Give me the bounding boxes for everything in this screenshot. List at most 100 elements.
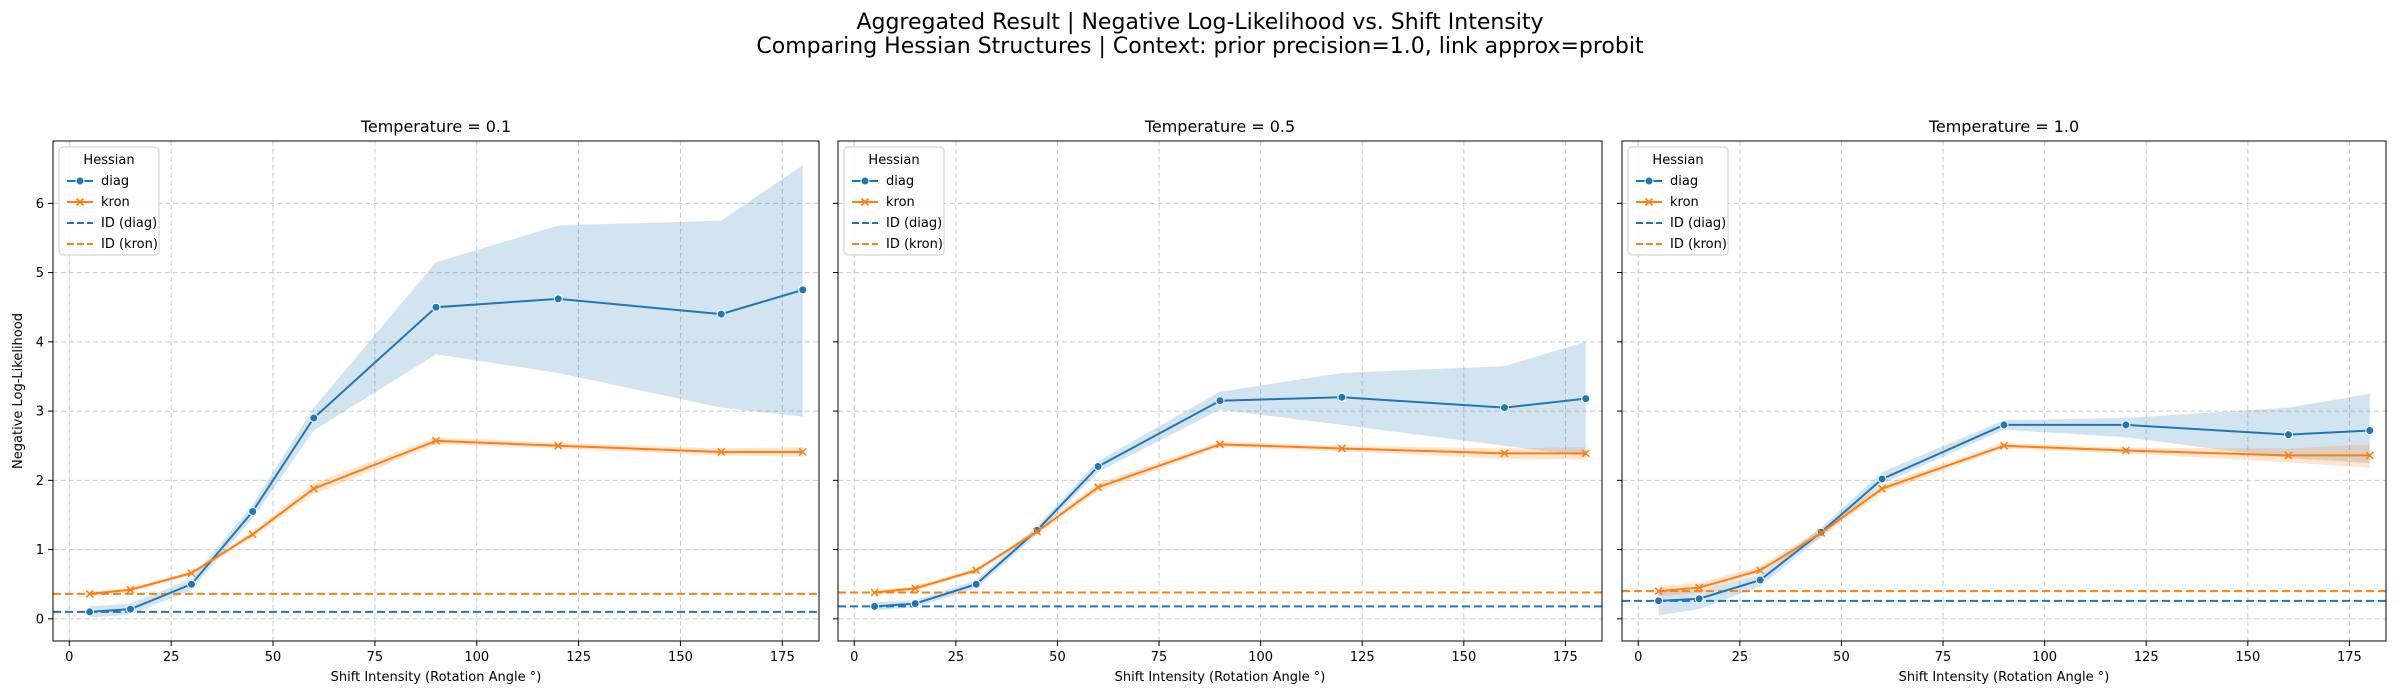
- data-point-kron: [1654, 587, 1663, 596]
- legend-entry-label: ID (kron): [1670, 237, 1727, 252]
- series-line-kron: [89, 439, 803, 595]
- legend-marker-diag: [75, 176, 85, 186]
- panel-3: 0 25 50 75 100 125 150 175 Shift Intensity (Rota…: [1617, 117, 2387, 685]
- legend-marker-kron: [75, 197, 85, 207]
- legend-entry-label: diag: [1670, 174, 1698, 189]
- legend: Hessian diag kron ID (diag) ID (kron): [58, 146, 160, 256]
- data-point-kron: [1033, 527, 1042, 536]
- data-point-diag: [553, 294, 563, 304]
- legend-entry-label: ID (diag): [101, 216, 157, 231]
- data-point-kron: [1581, 449, 1590, 458]
- legend-entry-label: ID (diag): [886, 216, 942, 231]
- confidence-band-kron: [89, 437, 803, 596]
- panel-2: 0 25 50 75 100 125 150 175 Shift Intensity (Rota…: [833, 117, 1603, 685]
- panel-title: Temperature = 0.5: [1144, 117, 1295, 136]
- data-point-kron: [1999, 441, 2009, 450]
- plot-frame: [52, 140, 820, 642]
- x-tick-label: 125: [566, 650, 591, 665]
- x-tick-label: 175: [1553, 650, 1578, 665]
- data-point-diag: [187, 579, 197, 589]
- data-point-diag: [1654, 596, 1664, 606]
- data-point-kron: [126, 585, 135, 594]
- legend-marker-kron: [1644, 197, 1654, 207]
- data-point-diag: [2121, 420, 2131, 430]
- x-tick-label: 125: [1350, 650, 1375, 665]
- data-point-diag: [1694, 594, 1704, 604]
- x-axis-label: Shift Intensity (Rotation Angle °): [1899, 670, 2110, 685]
- x-tick-label: 150: [2235, 650, 2260, 665]
- legend-box: [58, 146, 160, 256]
- legend-title: Hessian: [1652, 153, 1703, 168]
- data-point-diag: [85, 607, 95, 617]
- x-tick-label: 0: [65, 650, 73, 665]
- x-tick-label: 75: [1935, 650, 1952, 665]
- panel-title: Temperature = 1.0: [1928, 117, 2079, 136]
- y-tick-label: 2: [36, 474, 44, 489]
- x-tick-label: 175: [2337, 650, 2362, 665]
- y-tick-label: 4: [36, 335, 44, 350]
- x-tick-label: 100: [464, 650, 489, 665]
- x-axis-label: Shift Intensity (Rotation Angle °): [331, 670, 542, 685]
- data-point-kron: [1878, 484, 1887, 493]
- legend-entry-label: diag: [886, 174, 914, 189]
- data-point-diag: [309, 413, 319, 423]
- x-tick-label: 75: [1151, 650, 1168, 665]
- data-point-kron: [2365, 451, 2374, 460]
- x-tick-label: 175: [770, 650, 795, 665]
- data-point-kron: [1817, 528, 1826, 538]
- y-tick-label: 6: [36, 197, 44, 212]
- data-point-diag: [1755, 575, 1765, 585]
- x-tick-label: 150: [1451, 650, 1476, 665]
- data-point-kron: [1756, 566, 1765, 575]
- legend-entry-label: ID (kron): [886, 237, 943, 252]
- data-point-diag: [1337, 392, 1347, 402]
- data-point-kron: [972, 566, 981, 575]
- data-point-kron: [911, 584, 920, 593]
- data-point-diag: [1093, 461, 1103, 471]
- y-axis-label: Negative Log-Likelihood: [11, 313, 26, 469]
- confidence-band-diag: [1658, 393, 2370, 616]
- data-point-kron: [798, 447, 807, 457]
- data-point-kron: [1695, 583, 1704, 592]
- figure-title: Aggregated Result | Negative Log-Likelih…: [856, 10, 1544, 35]
- data-point-kron: [870, 588, 879, 597]
- data-point-diag: [1999, 420, 2009, 430]
- legend-title: Hessian: [868, 153, 919, 168]
- legend-entry-label: kron: [101, 195, 130, 210]
- data-point-kron: [1500, 449, 1509, 458]
- x-axis-label: Shift Intensity (Rotation Angle °): [1115, 670, 1326, 685]
- confidence-band-kron: [874, 441, 1586, 595]
- data-point-diag: [248, 506, 258, 516]
- legend-entry-label: ID (kron): [101, 237, 158, 252]
- plot-frame: [837, 140, 1603, 642]
- panel-1: 0 25 50 75 100 125 150 175 0 1 2 3 4 5 6 Shift Intensit…: [11, 117, 820, 685]
- data-point-kron: [187, 569, 196, 578]
- data-point-diag: [910, 599, 920, 609]
- y-tick-label: 5: [36, 266, 44, 281]
- data-point-diag: [971, 579, 981, 589]
- y-tick-label: 0: [36, 612, 44, 627]
- data-point-diag: [2365, 425, 2375, 435]
- data-point-kron: [2121, 446, 2130, 455]
- confidence-band-diag: [89, 165, 803, 618]
- data-point-diag: [1215, 396, 1225, 406]
- data-point-kron: [248, 530, 257, 539]
- figure-subtitle: Comparing Hessian Structures | Context: …: [756, 34, 1644, 59]
- data-point-kron: [717, 447, 726, 457]
- data-point-kron: [431, 436, 441, 445]
- legend-entry-label: kron: [1670, 195, 1699, 210]
- x-tick-label: 50: [1833, 650, 1850, 665]
- data-point-diag: [1581, 394, 1591, 404]
- x-tick-label: 0: [1634, 650, 1642, 665]
- data-point-diag: [125, 604, 135, 614]
- legend-box: [1627, 146, 1729, 256]
- x-tick-label: 100: [2032, 650, 2057, 665]
- data-point-diag: [1499, 403, 1509, 413]
- x-tick-label: 125: [2134, 650, 2159, 665]
- x-tick-label: 0: [850, 650, 858, 665]
- plot-frame: [1621, 140, 2387, 642]
- series-line-kron: [874, 443, 1586, 594]
- y-tick-label: 3: [36, 405, 44, 420]
